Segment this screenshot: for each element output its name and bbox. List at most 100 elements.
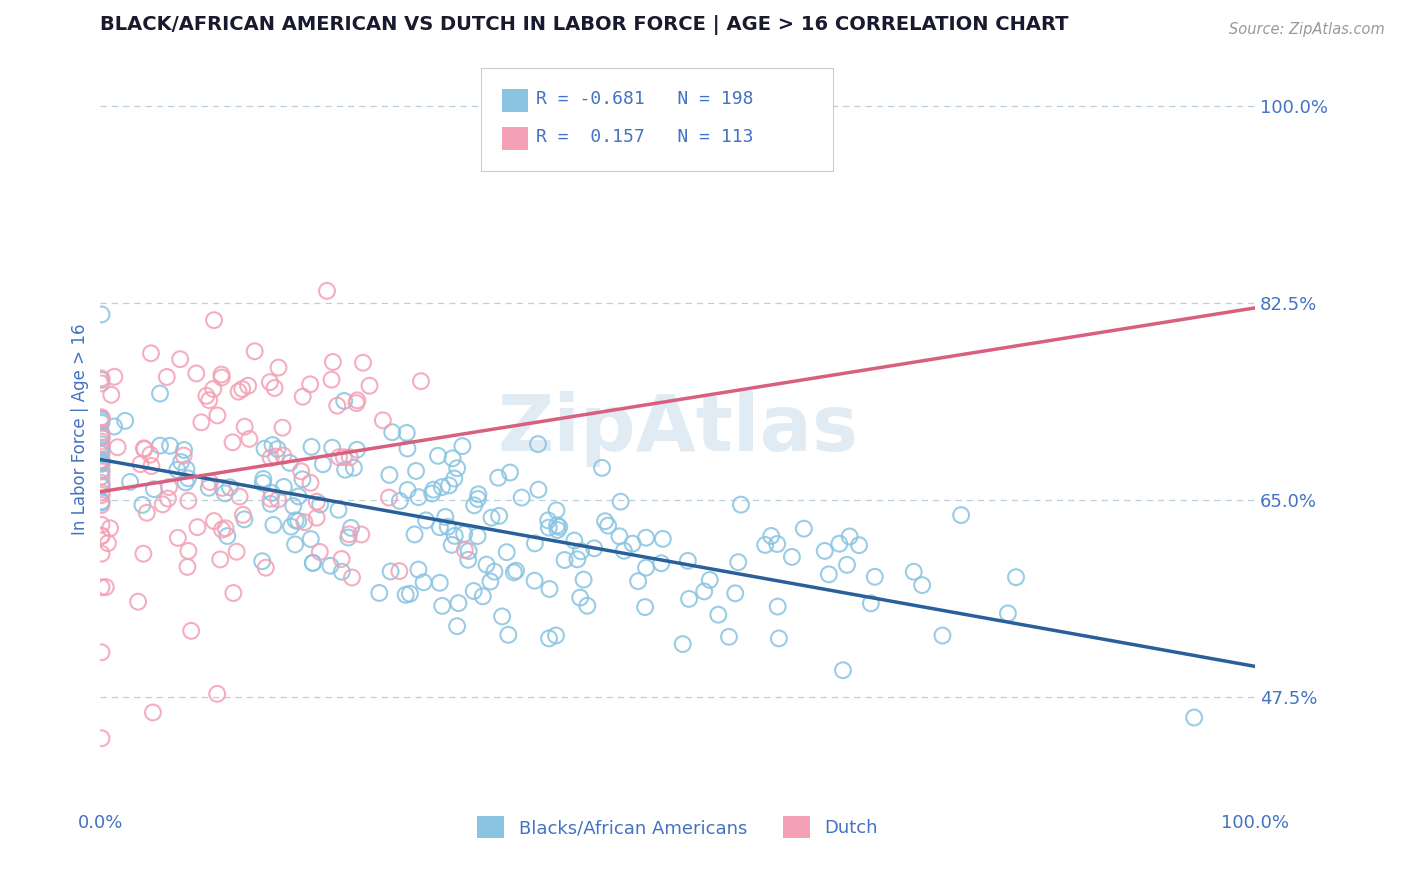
Point — [221, 435, 243, 450]
Point — [429, 575, 451, 590]
Point — [388, 564, 411, 578]
Point — [90, 645, 112, 659]
Point — [135, 506, 157, 520]
Point — [340, 570, 363, 584]
Point — [467, 529, 489, 543]
Point — [90, 376, 112, 391]
Point — [537, 632, 560, 646]
Point — [90, 410, 112, 425]
Point — [321, 373, 343, 387]
Point — [211, 370, 233, 384]
Point — [305, 494, 328, 508]
Point — [90, 425, 112, 440]
Point — [139, 448, 162, 462]
Point — [266, 442, 288, 456]
Point — [142, 706, 165, 720]
Point — [330, 565, 353, 579]
Point — [290, 464, 312, 478]
Point — [818, 567, 841, 582]
Point — [90, 453, 112, 467]
Point — [420, 486, 443, 500]
Point — [166, 463, 188, 477]
Point — [291, 390, 314, 404]
Point — [717, 630, 740, 644]
Y-axis label: In Labor Force | Age > 16: In Labor Force | Age > 16 — [72, 324, 89, 535]
Point — [301, 440, 323, 454]
Point — [90, 431, 112, 445]
Point — [139, 346, 162, 360]
Point — [330, 552, 353, 566]
Point — [90, 494, 112, 508]
Point — [730, 498, 752, 512]
Point — [90, 479, 112, 493]
Point — [198, 393, 221, 408]
Point — [207, 409, 229, 423]
Point — [768, 632, 790, 646]
Point — [523, 574, 546, 588]
Point — [488, 508, 510, 523]
Point — [328, 503, 350, 517]
Point — [90, 441, 112, 455]
Point — [546, 518, 568, 533]
Point — [211, 368, 233, 382]
Point — [724, 586, 747, 600]
Point — [380, 565, 402, 579]
Point — [287, 514, 309, 528]
Point — [94, 580, 117, 594]
Point — [90, 498, 112, 512]
Point — [284, 513, 307, 527]
Point — [211, 523, 233, 537]
Point — [434, 510, 457, 524]
Point — [90, 455, 112, 469]
Point — [173, 449, 195, 463]
Point — [759, 529, 782, 543]
Point — [214, 521, 236, 535]
Point — [454, 543, 477, 558]
Point — [903, 565, 925, 579]
Point — [350, 527, 373, 541]
Point — [120, 475, 142, 489]
Point — [284, 537, 307, 551]
Text: R =  0.157   N = 113: R = 0.157 N = 113 — [536, 128, 754, 145]
Point — [404, 527, 426, 541]
Point — [90, 429, 112, 443]
Point — [131, 498, 153, 512]
Point — [176, 462, 198, 476]
Point — [950, 508, 973, 522]
Point — [134, 442, 156, 457]
Point — [609, 494, 631, 508]
Point — [319, 558, 342, 573]
Point — [302, 556, 325, 570]
Point — [451, 439, 474, 453]
Point — [446, 461, 468, 475]
Point — [408, 490, 430, 504]
Point — [132, 547, 155, 561]
Point — [198, 475, 221, 489]
Point — [233, 512, 256, 526]
Point — [228, 490, 250, 504]
Point — [90, 465, 112, 479]
Point — [569, 544, 592, 558]
Point — [252, 554, 274, 568]
Point — [90, 547, 112, 561]
Point — [90, 475, 112, 490]
Point — [409, 374, 432, 388]
Point — [576, 599, 599, 613]
Point — [453, 527, 475, 541]
Point — [430, 480, 453, 494]
Point — [432, 599, 454, 613]
Point — [591, 461, 613, 475]
Point — [233, 419, 256, 434]
Point — [405, 464, 427, 478]
Point — [499, 466, 522, 480]
Point — [567, 552, 589, 566]
Point — [90, 495, 112, 509]
Point — [408, 563, 430, 577]
Point — [225, 545, 247, 559]
Point — [129, 457, 152, 471]
Point — [149, 386, 172, 401]
Point — [299, 532, 322, 546]
Point — [337, 531, 360, 545]
Point — [228, 384, 250, 399]
Point — [100, 388, 122, 402]
